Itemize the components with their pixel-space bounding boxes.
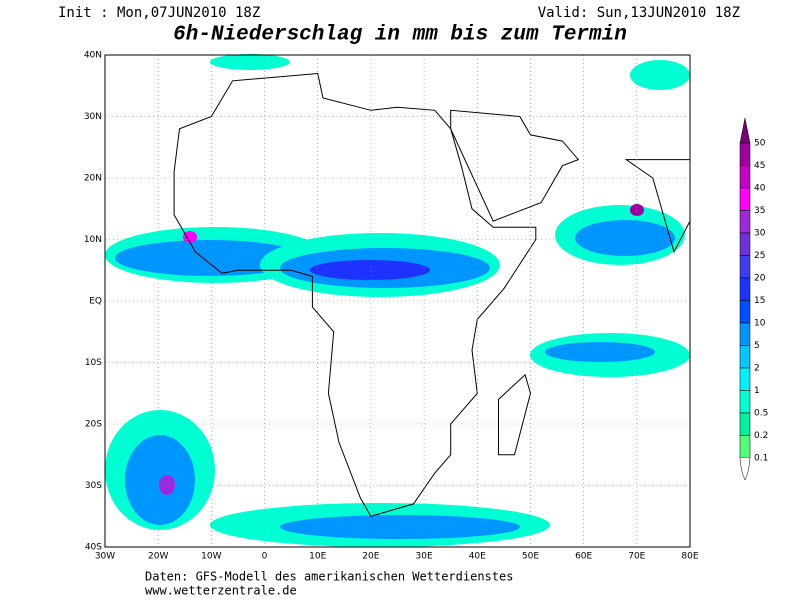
- colorbar-label: 0.2: [754, 431, 768, 441]
- colorbar-label: 1: [754, 386, 760, 396]
- lat-label: 20N: [84, 174, 102, 184]
- init-time: Init : Mon,07JUN2010 18Z: [58, 5, 260, 21]
- colorbar-label: 35: [754, 206, 765, 216]
- colorbar-swatch: [739, 345, 751, 369]
- precip-area: [183, 231, 197, 243]
- lon-label: 10E: [309, 552, 326, 562]
- colorbar-label: 45: [754, 161, 765, 171]
- colorbar-swatch: [739, 412, 751, 436]
- map-title: 6h-Niederschlag in mm bis zum Termin: [173, 24, 627, 47]
- lat-label: EQ: [89, 297, 102, 307]
- precip-area: [630, 204, 644, 216]
- colorbar-swatch: [739, 435, 751, 459]
- colorbar-swatch: [739, 322, 751, 346]
- colorbar-swatch: [739, 187, 751, 211]
- precip-area: [115, 240, 305, 276]
- lat-label: 10S: [85, 358, 102, 368]
- precip-area: [545, 342, 655, 362]
- colorbar-label: 0.1: [754, 454, 768, 464]
- colorbar-swatch: [739, 277, 751, 301]
- colorbar-label: 20: [754, 274, 766, 284]
- lon-label: 60E: [575, 552, 592, 562]
- precip-area: [575, 220, 675, 256]
- lon-label: 50E: [522, 552, 539, 562]
- coastline: [173, 72, 537, 517]
- precip-area: [159, 475, 175, 495]
- lon-label: 10W: [201, 552, 221, 562]
- colorbar-label: 25: [754, 251, 765, 261]
- lat-label: 40S: [85, 543, 102, 553]
- colorbar-label: 30: [754, 229, 766, 239]
- precip-area: [310, 260, 430, 280]
- lon-label: 70E: [628, 552, 645, 562]
- footer-url: www.wetterzentrale.de: [145, 584, 297, 598]
- lon-label: 0: [262, 552, 268, 562]
- lat-label: 10N: [84, 235, 102, 245]
- footer-source: Daten: GFS-Modell des amerikanischen Wet…: [145, 570, 513, 584]
- colorbar-swatch: [739, 255, 751, 279]
- colorbar-swatch: [739, 300, 751, 324]
- colorbar-swatch: [739, 210, 751, 234]
- precip-area: [280, 515, 520, 539]
- valid-time: Valid: Sun,13JUN2010 18Z: [538, 5, 740, 21]
- colorbar-swatch: [739, 367, 751, 391]
- colorbar-label: 0.5: [754, 409, 768, 419]
- coastlines: [173, 72, 691, 517]
- precip-area: [210, 54, 290, 70]
- lat-label: 40N: [84, 51, 102, 61]
- colorbar-swatch: [739, 165, 751, 189]
- lon-label: 20E: [362, 552, 379, 562]
- colorbar-label: 10: [754, 319, 766, 329]
- lon-label: 80E: [681, 552, 698, 562]
- colorbar: 50 45 40 35 30 25 20 15 10 5 2 1 0.5 0.2 0.1: [739, 117, 768, 481]
- colorbar-tail: [739, 457, 751, 481]
- map-frame: [104, 54, 691, 548]
- colorbar-swatch: [739, 142, 751, 166]
- lon-label: 30E: [416, 552, 433, 562]
- precip-layer: [105, 54, 690, 547]
- colorbar-swatch: [739, 117, 751, 144]
- colorbar-label: 40: [754, 184, 766, 194]
- colorbar-swatch: [739, 232, 751, 256]
- colorbar-label: 15: [754, 296, 765, 306]
- colorbar-label: 2: [754, 364, 760, 374]
- lon-label: 40E: [469, 552, 486, 562]
- lat-label: 30N: [84, 112, 102, 122]
- colorbar-swatch: [739, 390, 751, 414]
- lon-label: 20W: [148, 552, 168, 562]
- lat-label: 30S: [85, 481, 102, 491]
- precip-area: [630, 60, 690, 90]
- lon-label: 30W: [95, 552, 115, 562]
- coastline: [498, 373, 532, 456]
- coastline: [450, 109, 580, 222]
- lat-label: 20S: [85, 420, 102, 430]
- coastline: [624, 159, 691, 254]
- graticule: [105, 55, 690, 547]
- colorbar-label: 5: [754, 341, 760, 351]
- precip-area: [125, 435, 195, 525]
- colorbar-label: 50: [754, 139, 766, 149]
